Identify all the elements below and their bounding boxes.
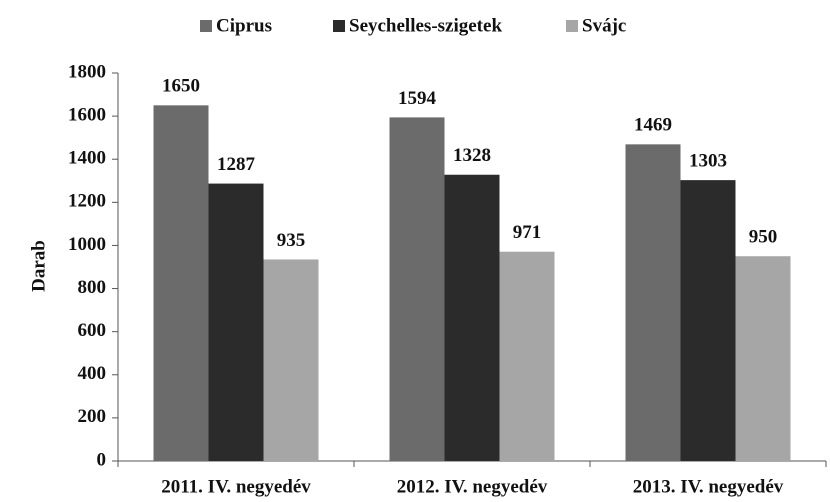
data-label: 971 [513,222,542,243]
legend-label: Svájc [582,15,626,36]
bar [444,174,500,461]
x-tick-label: 2012. IV. negyedév [397,476,548,497]
data-label: 1328 [453,145,491,166]
bar [680,180,736,461]
y-tick-label: 1000 [68,234,106,255]
data-label: 1303 [689,150,727,171]
data-label: 950 [749,227,778,248]
bar [153,105,209,461]
data-label: 1469 [634,115,672,136]
y-axis-title: Darab [28,240,49,292]
bar [389,117,445,461]
y-tick-label: 0 [97,449,107,470]
y-tick-label: 800 [78,277,107,298]
bar [263,259,319,461]
x-tick-label: 2013. IV. negyedév [633,476,784,497]
bar [625,144,681,462]
data-label: 935 [277,230,306,251]
legend-swatch [200,20,212,32]
y-tick-label: 600 [78,320,107,341]
bar [208,183,264,461]
y-tick-label: 400 [78,363,107,384]
y-tick-label: 200 [78,406,107,427]
bar [499,251,555,461]
data-label: 1594 [398,88,437,109]
y-tick-label: 1400 [68,148,106,169]
data-label: 1287 [217,154,256,175]
legend-swatch [333,20,345,32]
x-tick-label: 2011. IV. negyedév [161,476,311,497]
y-tick-label: 1800 [68,61,106,82]
legend-label: Seychelles-szigetek [349,15,502,36]
legend-swatch [566,20,578,32]
y-tick-label: 1600 [68,104,106,125]
data-label: 1650 [162,76,200,97]
y-tick-label: 1200 [68,191,106,212]
bar [735,256,791,461]
legend-label: Ciprus [216,15,272,36]
